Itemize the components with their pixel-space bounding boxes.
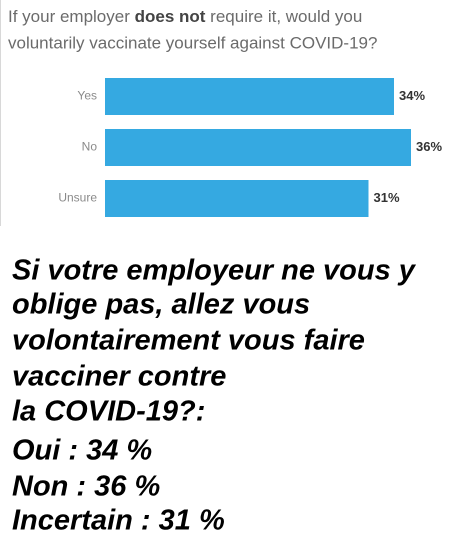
category-label: No <box>82 140 98 154</box>
bar <box>105 129 411 166</box>
caption-line: Si votre employeur ne vous y <box>12 255 417 287</box>
caption-line: volontairement vous faire <box>12 325 365 357</box>
category-label: Unsure <box>58 191 97 205</box>
caption-line: Non : 36 % <box>12 471 160 503</box>
caption-line: oblige pas, allez vous <box>12 289 310 321</box>
value-label: 36% <box>416 139 442 154</box>
caption-line: la COVID-19?: <box>12 396 205 428</box>
chart-title-line: voluntarily vaccinate yourself against C… <box>8 33 377 52</box>
title-part: require it, would you <box>205 7 362 26</box>
title-emphasis: does not <box>135 7 206 26</box>
chart-title: If your employer does not require it, wo… <box>8 7 362 26</box>
bar <box>105 78 394 115</box>
caption-line: Oui : 34 % <box>12 435 152 467</box>
caption-line: vacciner contre <box>12 361 226 393</box>
value-label: 34% <box>399 88 425 103</box>
bar <box>105 180 369 217</box>
title-part: If your employer <box>8 7 135 26</box>
caption-line: Incertain : 31 % <box>12 505 225 537</box>
category-label: Yes <box>77 89 97 103</box>
value-label: 31% <box>374 190 400 205</box>
